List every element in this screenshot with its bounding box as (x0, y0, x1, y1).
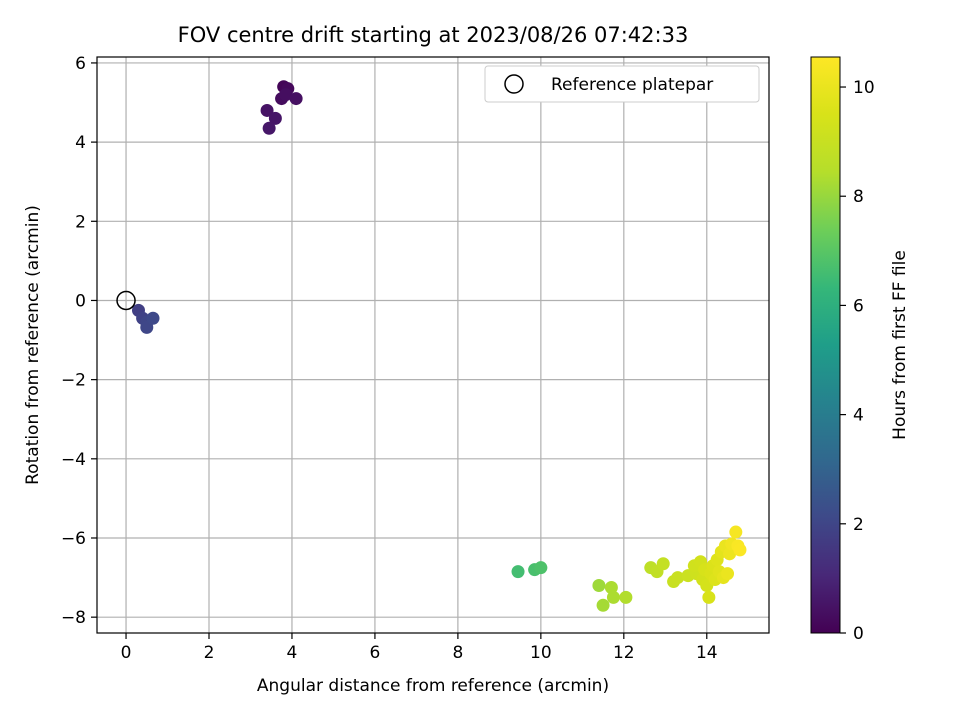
x-axis-label: Angular distance from reference (arcmin) (257, 676, 609, 696)
y-tick-label: −2 (61, 371, 86, 391)
x-tick-label: 10 (530, 643, 552, 663)
y-tick-label: 0 (75, 291, 86, 311)
data-point (656, 557, 670, 571)
data-point (723, 547, 737, 561)
data-point (260, 103, 274, 117)
chart-title: FOV centre drift starting at 2023/08/26 … (178, 23, 689, 47)
data-point (596, 598, 610, 612)
y-axis-label: Rotation from reference (arcmin) (23, 205, 43, 485)
y-tick-label: 6 (75, 54, 86, 74)
colorbar-tick-label: 0 (853, 624, 864, 644)
colorbar-tick-label: 10 (853, 78, 875, 98)
data-point (721, 567, 735, 581)
data-point (262, 121, 276, 135)
legend-box (484, 65, 760, 103)
legend-reference-marker (504, 74, 524, 94)
x-tick-label: 8 (452, 643, 463, 663)
x-tick-label: 12 (613, 643, 635, 663)
x-axis-ticks: 0 2 4 6 8 10 12 14 (121, 633, 718, 663)
legend-label: Reference platepar (551, 75, 713, 95)
data-point (511, 565, 525, 579)
reference-platepar-marker (116, 290, 136, 311)
x-tick-label: 4 (287, 643, 298, 663)
data-point (619, 590, 633, 604)
data-point (268, 111, 282, 125)
data-point (279, 88, 293, 102)
data-point (729, 525, 743, 539)
data-point (733, 543, 747, 557)
colorbar-tick-label: 6 (853, 296, 864, 316)
y-axis-ticks: −8 −6 −4 −2 0 2 4 6 (61, 54, 97, 628)
data-point (604, 580, 618, 594)
grid (97, 57, 769, 633)
x-tick-label: 2 (204, 643, 215, 663)
y-tick-label: 4 (75, 133, 86, 153)
data-point (606, 590, 620, 604)
x-tick-label: 14 (696, 643, 718, 663)
y-tick-label: −4 (61, 450, 86, 470)
x-tick-label: 0 (121, 643, 132, 663)
data-point (702, 590, 716, 604)
plot-frame (96, 56, 770, 634)
colorbar-label: Hours from first FF file (890, 250, 910, 440)
data-point (146, 311, 160, 325)
data-point (592, 578, 606, 592)
data-point (140, 320, 154, 334)
reference-marker-layer (116, 290, 136, 311)
data-points (131, 80, 747, 612)
y-tick-label: 2 (75, 212, 86, 232)
colorbar-tick-label: 4 (853, 406, 864, 426)
x-tick-label: 6 (370, 643, 381, 663)
colorbar-tick-label: 8 (853, 187, 864, 207)
colorbar-ticks: 0 2 4 6 8 10 (840, 78, 875, 644)
data-point (671, 571, 685, 585)
colorbar-tick-label: 2 (853, 515, 864, 535)
colorbar (810, 56, 841, 634)
data-point (534, 561, 548, 575)
y-tick-label: −8 (61, 608, 86, 628)
data-point (289, 92, 303, 106)
y-tick-label: −6 (61, 529, 86, 549)
legend: Reference platepar (484, 65, 760, 103)
